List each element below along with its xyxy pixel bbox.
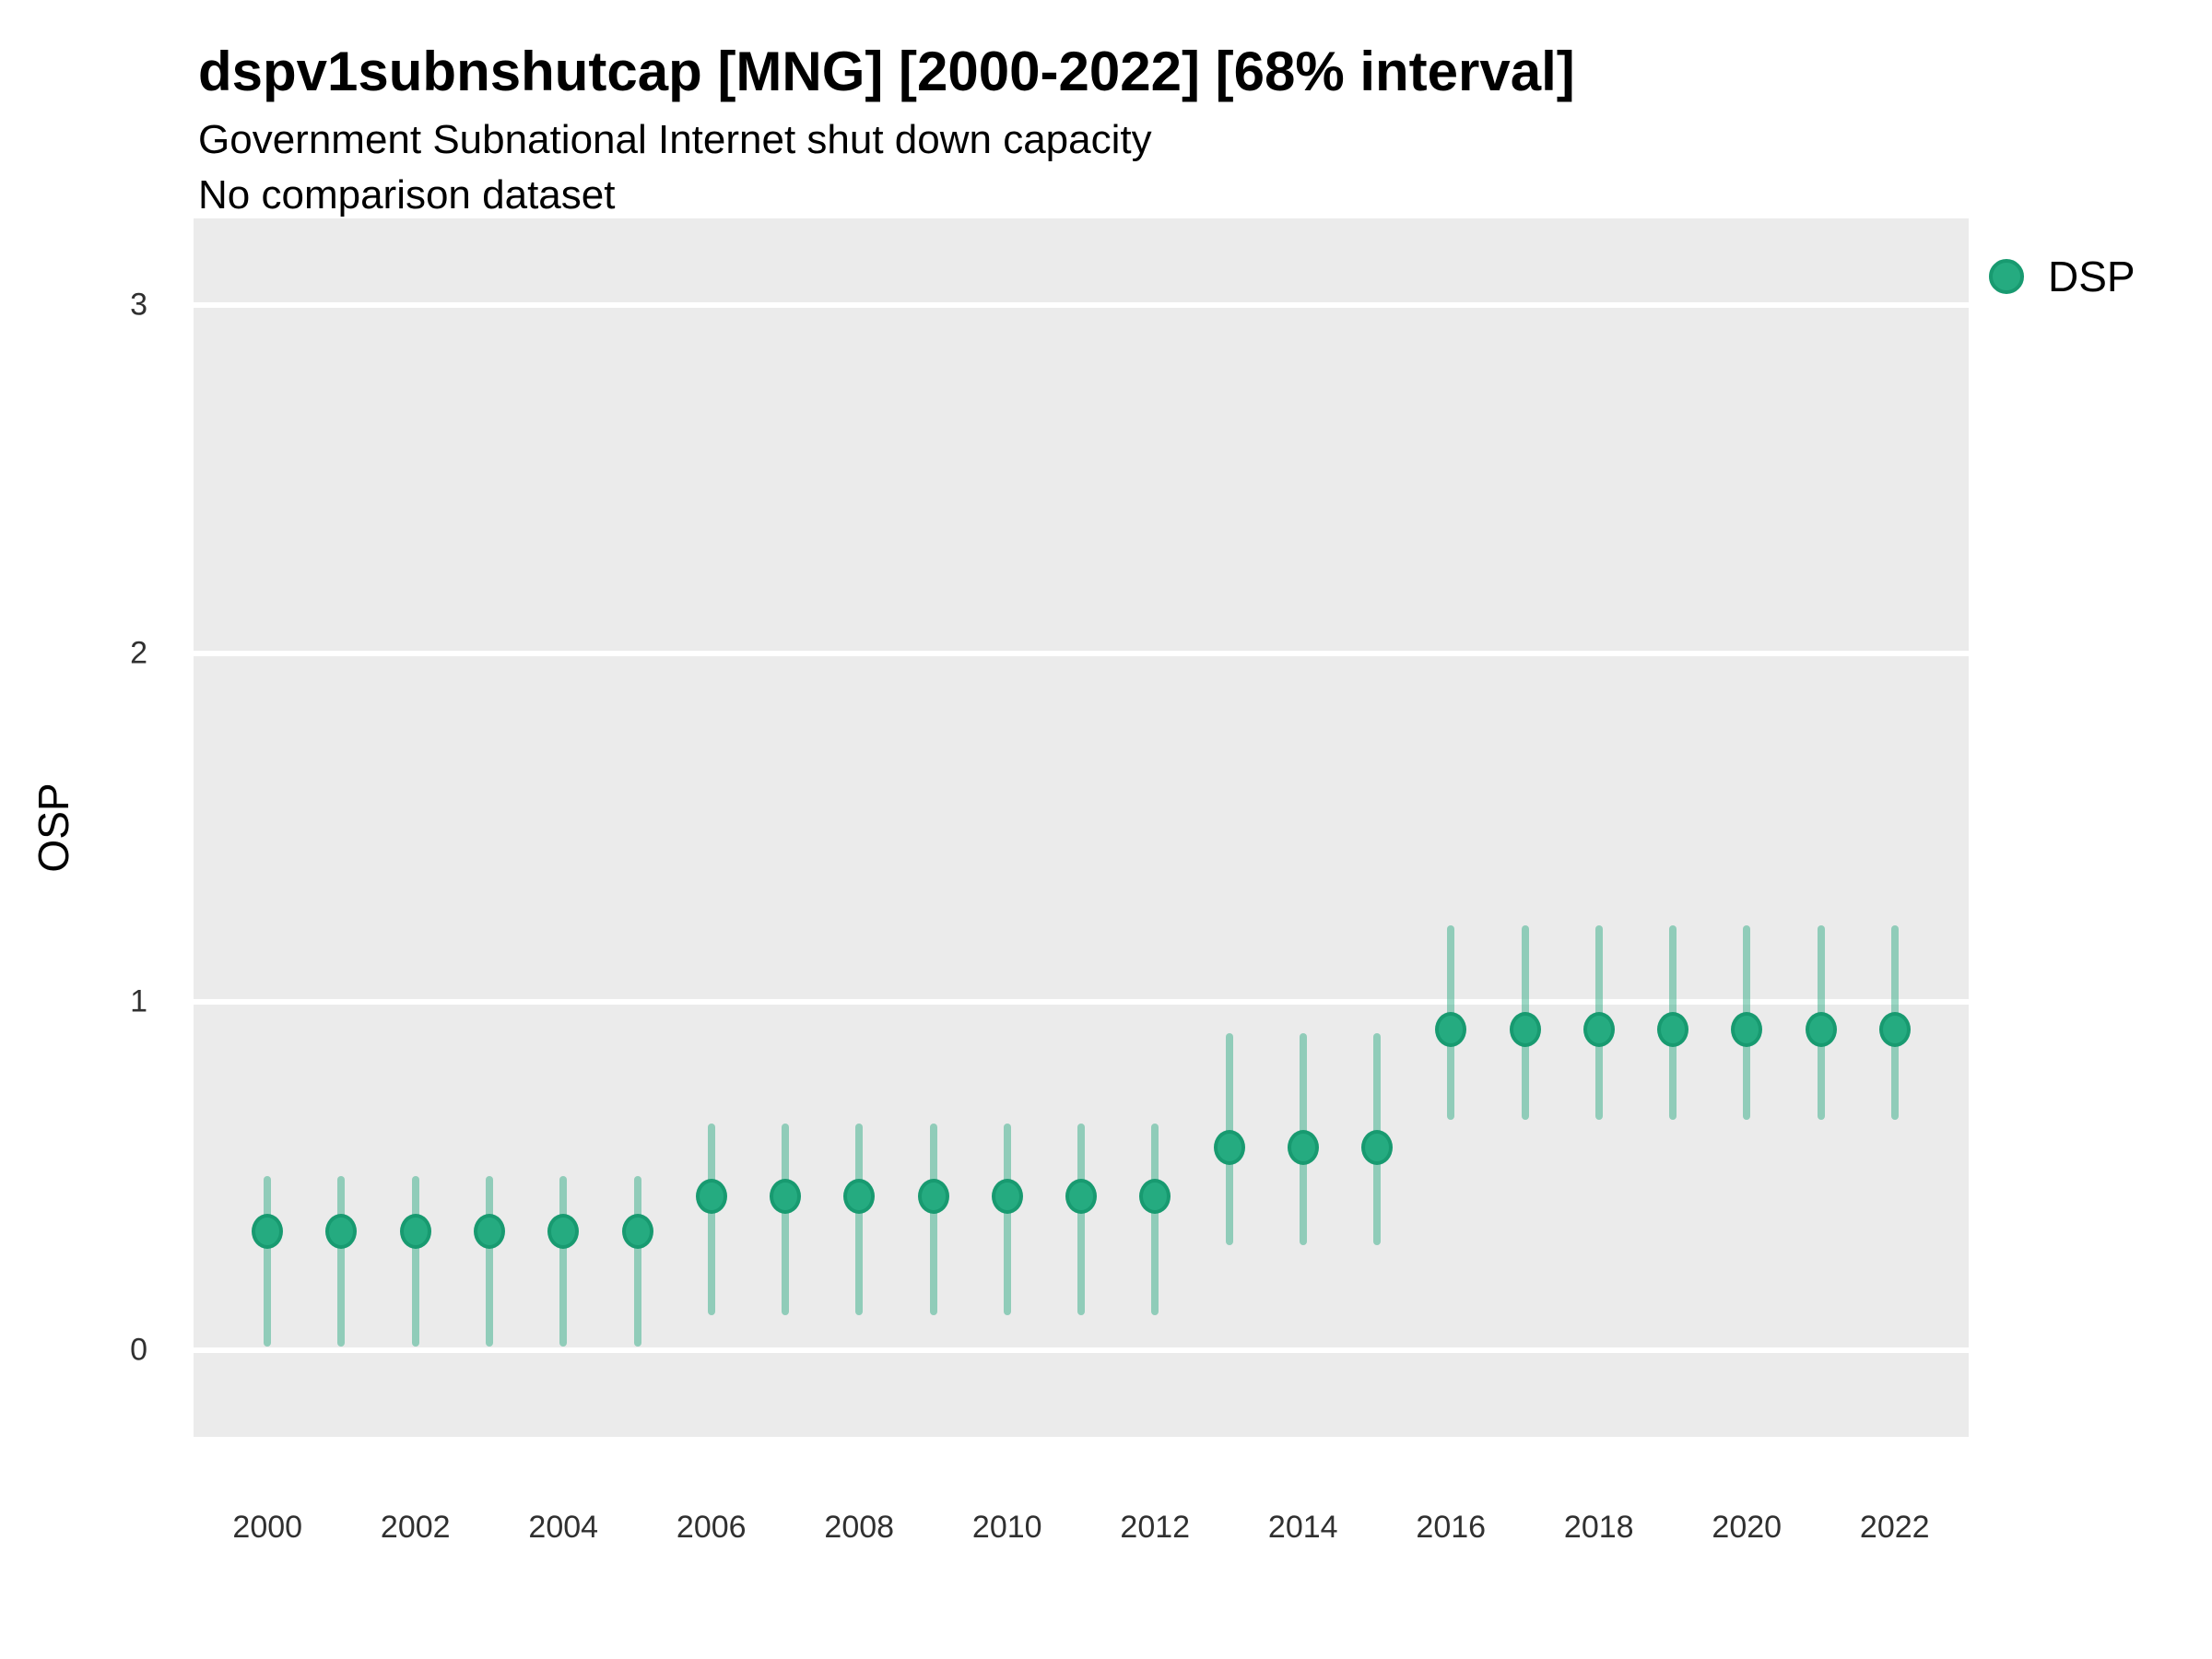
data-point-2009 <box>917 1179 949 1215</box>
data-point-2020 <box>1731 1012 1763 1048</box>
x-tick-label-2008: 2008 <box>824 1510 895 1545</box>
data-point-2011 <box>1065 1179 1097 1215</box>
x-axis-tick-labels: 2000 2002 2004 2006 2008 2010 2012 2014 2016 2018… <box>194 1510 1969 1550</box>
legend-item-label: DSP <box>2048 253 2136 300</box>
y-axis-tick-labels: 0 1 2 3 <box>0 218 147 1437</box>
legend: DSP <box>1989 253 2136 300</box>
y-tick-label-1: 1 <box>130 983 147 1019</box>
data-point-2010 <box>991 1179 1023 1215</box>
y-tick-label-3: 3 <box>130 287 147 323</box>
x-tick-label-2018: 2018 <box>1563 1510 1634 1545</box>
interval-bar-2004 <box>559 1175 568 1347</box>
interval-bar-2001 <box>337 1175 346 1347</box>
data-point-2005 <box>621 1214 653 1250</box>
interval-bar-2007 <box>781 1124 789 1315</box>
y-tick-label-2: 2 <box>130 635 147 671</box>
interval-bar-2000 <box>264 1175 272 1347</box>
data-point-2006 <box>695 1179 727 1215</box>
data-point-2015 <box>1360 1130 1393 1166</box>
data-point-2004 <box>547 1214 580 1250</box>
x-tick-label-2000: 2000 <box>232 1510 303 1545</box>
gridline-y-3 <box>194 302 1969 309</box>
gridline-y-0 <box>194 1347 1969 1353</box>
interval-bar-2008 <box>855 1124 864 1315</box>
data-point-2001 <box>325 1214 358 1250</box>
chart-title: dspv1subnshutcap [MNG] [2000-2022] [68% … <box>198 41 1575 102</box>
interval-bar-2012 <box>1151 1124 1159 1315</box>
chart-subtitle: Government Subnational Internet shut dow… <box>198 117 1152 162</box>
interval-bar-2011 <box>1077 1124 1085 1315</box>
data-point-2003 <box>473 1214 505 1250</box>
data-point-2013 <box>1213 1130 1245 1166</box>
x-tick-label-2006: 2006 <box>676 1510 747 1545</box>
x-tick-label-2022: 2022 <box>1859 1510 1930 1545</box>
interval-bar-2003 <box>485 1175 493 1347</box>
data-point-2014 <box>1287 1130 1319 1166</box>
x-tick-label-2012: 2012 <box>1120 1510 1191 1545</box>
x-tick-label-2010: 2010 <box>971 1510 1042 1545</box>
x-tick-label-2004: 2004 <box>528 1510 599 1545</box>
data-point-2002 <box>399 1214 431 1250</box>
data-point-2018 <box>1583 1012 1615 1048</box>
legend-point-icon <box>1989 259 2024 294</box>
data-point-2017 <box>1509 1012 1541 1048</box>
data-point-2021 <box>1805 1012 1837 1048</box>
data-point-2000 <box>252 1214 284 1250</box>
data-point-2012 <box>1139 1179 1171 1215</box>
x-tick-label-2020: 2020 <box>1712 1510 1783 1545</box>
interval-bar-2005 <box>633 1175 641 1347</box>
plot-panel <box>194 218 1969 1437</box>
x-tick-label-2002: 2002 <box>380 1510 451 1545</box>
interval-bar-2002 <box>411 1175 419 1347</box>
y-tick-label-0: 0 <box>130 1332 147 1368</box>
data-point-2007 <box>769 1179 801 1215</box>
data-point-2022 <box>1878 1012 1911 1048</box>
interval-bar-2009 <box>929 1124 937 1315</box>
chart-header: dspv1subnshutcap [MNG] [2000-2022] [68% … <box>198 44 1575 216</box>
chart-note: No comparison dataset <box>198 172 616 218</box>
interval-bar-2006 <box>707 1124 715 1315</box>
data-point-2019 <box>1657 1012 1688 1048</box>
data-point-2016 <box>1435 1012 1467 1048</box>
gridline-y-2 <box>194 651 1969 657</box>
data-point-2008 <box>843 1179 876 1215</box>
x-tick-label-2016: 2016 <box>1416 1510 1487 1545</box>
x-tick-label-2014: 2014 <box>1267 1510 1338 1545</box>
gridline-y-1 <box>194 998 1969 1005</box>
interval-bar-2010 <box>1003 1124 1011 1315</box>
